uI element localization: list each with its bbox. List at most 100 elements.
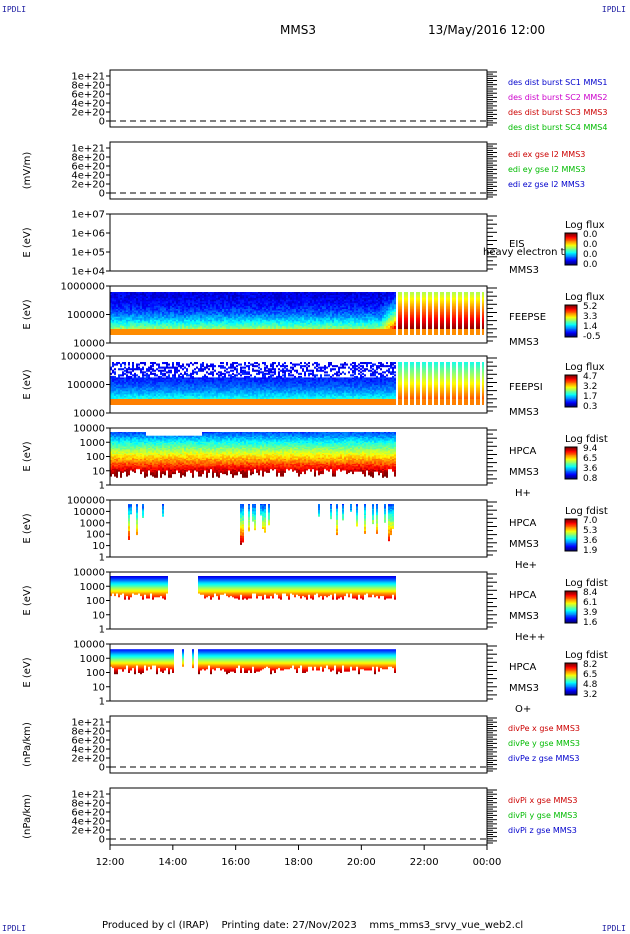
y-tick-label-edi: 8e+20 — [71, 153, 105, 164]
footer-text: Produced by cl (IRAP) Printing date: 27/… — [102, 920, 523, 931]
right-ticks-hpca-o — [487, 645, 497, 700]
colorbar-value-hpca-hepp: 6.1 — [583, 598, 597, 608]
colorbar-value-hpca-he: 5.3 — [583, 526, 597, 536]
right-ticks-hpca-h — [487, 429, 497, 484]
x-tick-label: 12:00 — [96, 857, 125, 868]
spectrogram-hpca-he — [128, 504, 394, 545]
y-tick-label-hpca-hepp: 10 — [92, 610, 105, 621]
instrument-label-hpca-h: HPCA — [509, 446, 537, 457]
colorbar-hpca-hepp — [564, 590, 578, 624]
y-tick-label-hpca-h: 10000 — [73, 424, 105, 435]
colorbar-hpca-he — [564, 518, 578, 552]
panel-feepse: 1000000 100000 10000 E (eV) FEEPSE MMS3 Log fl… — [22, 282, 605, 350]
colorbar-value-hpca-hepp: 1.6 — [583, 618, 598, 628]
panel-frame-des-dist — [109, 69, 488, 128]
mission-title: MMS3 — [280, 23, 316, 37]
spectrogram-hpca-hepp — [110, 576, 396, 600]
colorbar-value-hpca-h: 0.8 — [583, 474, 598, 484]
colorbar-feepse — [564, 304, 578, 338]
instrument-label-hpca-he: MMS3 — [509, 539, 539, 550]
footer-produced-by: Produced by cl (IRAP) — [102, 920, 209, 931]
colorbar-title-hpca-h: Log fdist — [565, 434, 608, 445]
colorbar-value-feepsi: 0.3 — [583, 402, 597, 412]
y-tick-label-hpca-h: 1000 — [80, 438, 105, 449]
colorbar-value-eis: 0.0 — [583, 240, 598, 250]
legend-entry-divpi: divPi x gse MMS3 — [508, 796, 577, 805]
colorbar-value-hpca-h: 6.5 — [583, 454, 597, 464]
colorbar-title-feepsi: Log flux — [565, 362, 605, 373]
legend-entry-des-dist: des dist burst SC3 MMS3 — [508, 108, 607, 117]
x-tick-label: 16:00 — [221, 857, 250, 868]
x-tick-label: 18:00 — [284, 857, 313, 868]
y-tick-label-divpe: 6e+20 — [71, 736, 105, 747]
legend-entry-des-dist: des dist burst SC2 MMS2 — [508, 93, 607, 102]
y-axis-label-hpca-o: E (eV) — [22, 657, 33, 687]
y-tick-label-des-dist: 1e+21 — [71, 72, 105, 83]
y-tick-label-divpi: 8e+20 — [71, 799, 105, 810]
colorbar-value-hpca-he: 1.9 — [583, 546, 598, 556]
colorbar-hpca-h — [564, 446, 578, 480]
panel-hpca-h: 10000 1000 100 10 1 E (eV) HPCA MMS3 H+ Log fdist… — [22, 424, 608, 500]
instrument-label-hpca-o: O+ — [515, 704, 531, 715]
legend-entry-divpi: divPi z gse MMS3 — [508, 826, 577, 835]
instrument-label-eis: EIS — [509, 239, 525, 250]
y-tick-label-divpe: 4e+20 — [71, 745, 105, 756]
y-tick-label-des-dist: 0 — [99, 117, 105, 128]
colorbar-value-feepse: 3.3 — [583, 312, 597, 322]
colorbar-title-hpca-he: Log fdist — [565, 506, 608, 517]
y-tick-label-eis: 1e+07 — [71, 210, 105, 221]
y-axis-label-hpca-he: E (eV) — [22, 513, 33, 543]
colorbar-value-hpca-hepp: 8.4 — [583, 588, 598, 598]
legend-entry-divpe: divPe z gse MMS3 — [508, 754, 579, 763]
y-tick-label-hpca-he: 100000 — [67, 496, 105, 507]
y-tick-label-edi: 4e+20 — [71, 171, 105, 182]
date-time-label: 13/May/2016 12:00 — [428, 23, 546, 37]
y-tick-label-des-dist: 8e+20 — [71, 81, 105, 92]
y-tick-label-hpca-o: 1 — [99, 697, 105, 708]
colorbar-value-hpca-o: 4.8 — [583, 680, 598, 690]
y-tick-label-feepsi: 10000 — [73, 409, 105, 420]
footer-script-name: mms_mms3_srvy_vue_web2.cl — [369, 920, 524, 931]
colorbar-title-eis: Log flux — [565, 220, 605, 231]
panel-frame-eis — [109, 213, 488, 272]
legend-entry-des-dist: des dist burst SC1 MMS1 — [508, 78, 607, 87]
y-tick-label-edi: 0 — [99, 189, 105, 200]
y-tick-label-divpi: 4e+20 — [71, 817, 105, 828]
y-tick-label-divpi: 1e+21 — [71, 790, 105, 801]
y-tick-label-hpca-he: 10000 — [73, 507, 105, 518]
instrument-label-hpca-h: H+ — [515, 488, 531, 499]
y-tick-label-hpca-he: 10 — [92, 541, 105, 552]
right-ticks-hpca-he — [487, 501, 497, 556]
y-tick-label-feepse: 100000 — [67, 310, 105, 321]
instrument-label-feepse: MMS3 — [509, 337, 539, 348]
y-tick-label-hpca-h: 10 — [92, 466, 105, 477]
y-tick-label-hpca-hepp: 100 — [86, 596, 105, 607]
y-tick-label-eis: 1e+05 — [71, 248, 105, 259]
panel-frame-divpe — [109, 715, 488, 774]
y-tick-label-des-dist: 2e+20 — [71, 108, 105, 119]
y-axis-label-divpe: (nPa/km) — [22, 722, 33, 767]
instrument-label-feepse: FEEPSE — [509, 312, 546, 323]
overlay-label-eis: heavy electron t — [483, 247, 565, 258]
instrument-label-hpca-hepp: HPCA — [509, 590, 537, 601]
y-tick-label-divpi: 2e+20 — [71, 826, 105, 837]
x-tick-label: 14:00 — [158, 857, 187, 868]
colorbar-value-feepse: 5.2 — [583, 302, 597, 312]
spectrogram-feepse — [110, 292, 484, 335]
y-tick-label-edi: 1e+21 — [71, 144, 105, 155]
y-tick-label-hpca-hepp: 10000 — [73, 568, 105, 579]
spectrogram-hpca-o — [110, 649, 396, 675]
colorbar-value-feepsi: 3.2 — [583, 382, 597, 392]
y-tick-label-divpe: 2e+20 — [71, 754, 105, 765]
y-tick-label-eis: 1e+04 — [71, 267, 105, 278]
instrument-label-feepsi: FEEPSI — [509, 382, 543, 393]
colorbar-value-eis: 0.0 — [583, 260, 598, 270]
colorbar-title-hpca-o: Log fdist — [565, 650, 608, 661]
right-ticks-feepse — [487, 287, 497, 342]
y-tick-label-divpi: 0 — [99, 835, 105, 846]
y-axis-label-feepsi: E (eV) — [22, 369, 33, 399]
y-axis-label-divpi: (nPa/km) — [22, 794, 33, 839]
colorbar-title-hpca-hepp: Log fdist — [565, 578, 608, 589]
